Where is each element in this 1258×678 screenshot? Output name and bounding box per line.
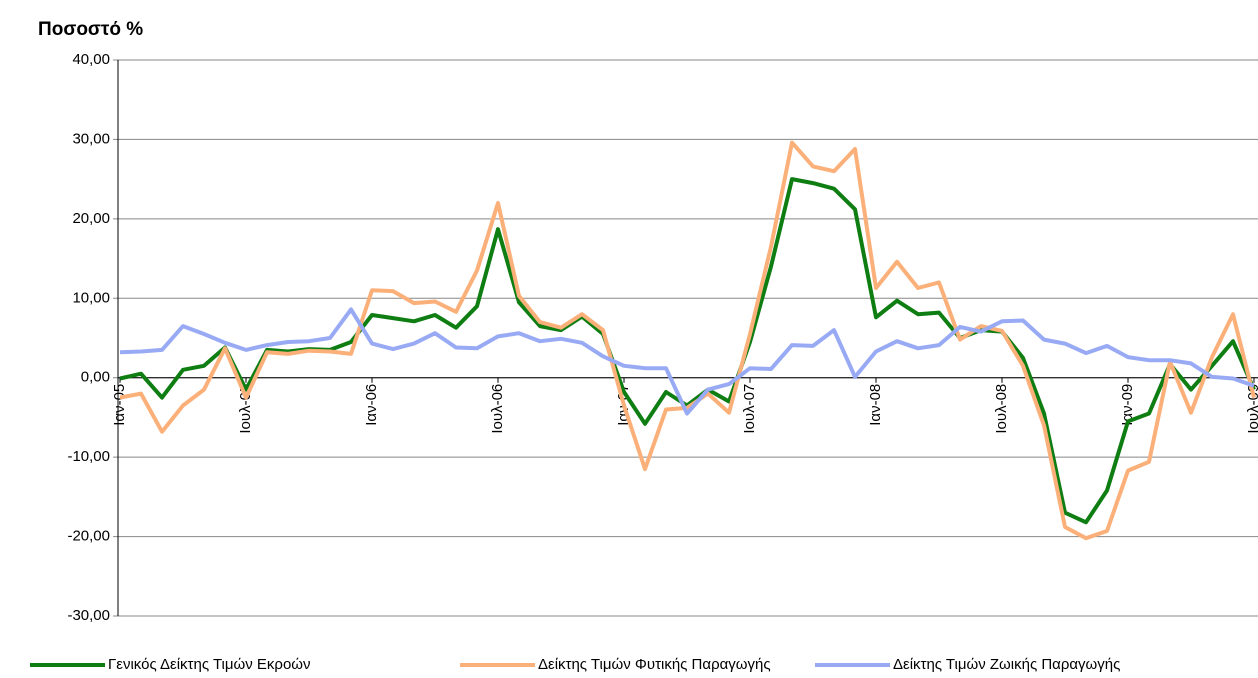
x-tick-label: Ιαν-05	[111, 384, 128, 426]
y-tick-label: -30,00	[67, 607, 110, 624]
y-tick-label: 0,00	[81, 369, 110, 386]
legend-label: Δείκτης Τιμών Φυτικής Παραγωγής	[538, 656, 771, 673]
y-tick-label: 40,00	[72, 51, 110, 68]
y-tick-label: 30,00	[72, 130, 110, 147]
y-axis-title: Ποσοστό %	[38, 19, 143, 40]
x-tick-label: Ιαν-09	[1119, 384, 1136, 426]
x-tick-label: Ιουλ-07	[741, 384, 758, 434]
x-tick-label: Ιουλ-06	[489, 384, 506, 434]
y-tick-label: 20,00	[72, 210, 110, 227]
y-tick-label: 10,00	[72, 289, 110, 306]
series-line	[119, 140, 1256, 541]
y-tick-label: -10,00	[67, 448, 110, 465]
legend-label: Γενικός Δείκτης Τιμών Εκροών	[108, 656, 311, 673]
x-tick-label: Ιαν-06	[363, 384, 380, 426]
series-line	[119, 307, 1255, 416]
x-tick-label: Ιουλ-05	[237, 384, 254, 434]
y-tick-label: -20,00	[67, 528, 110, 545]
x-tick-label: Ιουλ-08	[993, 384, 1010, 434]
x-tick-label: Ιαν-08	[867, 384, 884, 426]
legend-label: Δείκτης Τιμών Ζωικής Παραγωγής	[893, 656, 1120, 673]
